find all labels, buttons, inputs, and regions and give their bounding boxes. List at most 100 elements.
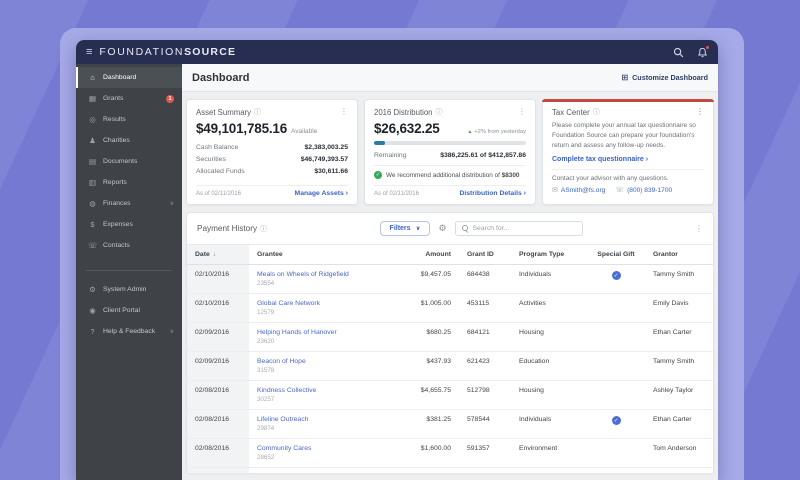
sidebar-item-grants[interactable]: ▦ Grants 1 [76, 88, 182, 109]
sidebar-item-documents[interactable]: ▤ Documents [76, 151, 182, 172]
grantee-link[interactable]: Helping Hands of Hanover [257, 329, 337, 336]
column-header-grantee[interactable]: Grantee [249, 244, 397, 265]
payment-history-table: Date ↓ Grantee Amount Grant ID Program Ty… [187, 244, 713, 473]
asset-row-value: $46,749,393.57 [300, 155, 348, 163]
sidebar-item-dashboard[interactable]: ⌂ Dashboard [76, 67, 182, 88]
sidebar-item-contacts[interactable]: ☏ Contacts [76, 235, 182, 256]
table-row[interactable]: 02/09/2016 Beacon of Hope 31578 $437.93 6… [187, 351, 713, 381]
sidebar: ⌂ Dashboard ▦ Grants 1 ◎ Results ♟ Chari… [76, 64, 182, 480]
asset-row-label: Cash Balance [196, 143, 239, 151]
cell-grant-id: 621423 [459, 351, 511, 381]
cell-program-type: Education [511, 351, 587, 381]
customize-dashboard-label: Customize Dashboard [632, 73, 708, 82]
cell-grant-id: 684121 [459, 322, 511, 352]
sidebar-item-label: Reports [103, 179, 127, 186]
sidebar-item-system-admin[interactable]: ⚙ System Admin [76, 279, 182, 300]
grantee-id: 30257 [257, 396, 275, 403]
search-icon[interactable] [673, 47, 684, 58]
filters-button[interactable]: Filters ∨ [379, 221, 431, 236]
remaining-value: $386,225.61 of $412,857.86 [440, 151, 526, 159]
grantee-link[interactable]: Global Care Network [257, 300, 321, 307]
kebab-menu-icon[interactable]: ⋮ [696, 107, 704, 116]
advisor-email-link[interactable]: ✉ ASmith@fs.org [552, 186, 606, 195]
dashboard-icon: ⌂ [90, 73, 95, 82]
cell-grant-id: 453115 [459, 293, 511, 323]
column-header-grantor[interactable]: Grantor [645, 244, 713, 265]
grantee-link[interactable]: Community Cares [257, 445, 312, 452]
payment-history-title: Payment History [197, 224, 258, 233]
tax-contact-message: Contact your advisor with any questions. [552, 175, 669, 183]
kebab-menu-icon[interactable]: ⋮ [695, 223, 703, 233]
asset-row-value: $2,383,003.25 [304, 143, 348, 151]
info-icon[interactable]: ⓘ [435, 109, 443, 116]
kebab-menu-icon[interactable]: ⋮ [518, 107, 526, 116]
cell-date: 02/08/2016 [187, 409, 249, 439]
table-header-row: Date ↓ Grantee Amount Grant ID Program Ty… [187, 244, 713, 265]
column-header-program-type[interactable]: Program Type [511, 244, 587, 265]
notifications-bell-icon[interactable] [697, 44, 710, 58]
chevron-right-icon: › [523, 190, 526, 197]
sidebar-divider [86, 270, 172, 271]
chevron-down-icon: ∨ [415, 226, 421, 232]
table-row[interactable] [187, 467, 713, 473]
gear-icon: ⚙ [89, 285, 96, 294]
page-header: Dashboard ⊞ Customize Dashboard [182, 64, 718, 92]
sidebar-item-help-feedback[interactable]: ? Help & Feedback ∨ [76, 321, 182, 342]
table-row[interactable]: 02/10/2016 Meals on Wheels of Ridgefield… [187, 264, 713, 294]
asset-total-amount: $49,101,785.16 [196, 121, 288, 136]
sidebar-item-expenses[interactable]: $ Expenses [76, 214, 182, 235]
customize-dashboard-button[interactable]: ⊞ Customize Dashboard [621, 73, 708, 82]
charities-icon: ♟ [89, 136, 96, 145]
grantee-link[interactable]: Lifeline Outreach [257, 416, 309, 423]
info-icon[interactable]: ⓘ [592, 109, 600, 116]
sidebar-item-results[interactable]: ◎ Results [76, 109, 182, 130]
manage-assets-link[interactable]: Manage Assets › [294, 190, 348, 197]
sidebar-item-client-portal[interactable]: ◉ Client Portal [76, 300, 182, 321]
sidebar-item-label: Finances [103, 200, 131, 207]
sidebar-item-label: Help & Feedback [103, 328, 156, 335]
table-search-box[interactable] [454, 221, 583, 236]
chevron-right-icon: › [645, 156, 649, 164]
advisor-phone-link[interactable]: ☏ (800) 839-1700 [615, 186, 673, 195]
sidebar-item-reports[interactable]: ▥ Reports [76, 172, 182, 193]
cell-amount: $437.93 [397, 351, 459, 381]
remaining-label: Remaining [374, 151, 407, 159]
customize-grid-icon: ⊞ [621, 73, 629, 82]
sidebar-item-charities[interactable]: ♟ Charities [76, 130, 182, 151]
table-settings-gear-icon[interactable]: ⚙ [438, 223, 447, 233]
cell-date: 02/09/2016 [187, 351, 249, 381]
table-row[interactable]: 02/08/2016 Kindness Collective 30257 $4,6… [187, 380, 713, 410]
table-row[interactable]: 02/10/2016 Global Care Network 12579 $1,0… [187, 293, 713, 323]
column-header-amount[interactable]: Amount [397, 244, 459, 265]
grantee-link[interactable]: Kindness Collective [257, 387, 317, 394]
search-input[interactable] [472, 225, 576, 232]
sidebar-item-label: Client Portal [103, 307, 141, 314]
kebab-menu-icon[interactable]: ⋮ [340, 107, 348, 116]
column-header-special-gift[interactable]: Special Gift [587, 244, 645, 265]
sidebar-item-label: Grants [103, 95, 124, 102]
menu-collapse-icon[interactable]: ≡ [86, 45, 93, 58]
sidebar-item-finances[interactable]: ◍ Finances ∨ [76, 193, 182, 214]
cell-amount: $4,655.75 [397, 380, 459, 410]
cell-amount: $680.25 [397, 322, 459, 352]
asset-summary-card: Asset Summary ⓘ ⋮ $49,101,785.16 Availab… [186, 99, 358, 205]
info-icon[interactable]: ⓘ [260, 225, 268, 233]
grantee-link[interactable]: Beacon of Hope [257, 358, 306, 365]
complete-tax-questionnaire-link[interactable]: Complete tax questionnaire › [552, 156, 649, 164]
notification-dot [705, 44, 710, 50]
tax-center-card: Tax Center ⓘ ⋮ Please complete your annu… [542, 99, 714, 205]
distribution-details-link[interactable]: Distribution Details › [459, 190, 526, 197]
table-row[interactable]: 02/08/2016 Community Cares 28652 $1,600.0… [187, 438, 713, 468]
column-header-grant-id[interactable]: Grant ID [459, 244, 511, 265]
cell-program-type: Housing [511, 322, 587, 352]
grantee-link[interactable]: Meals on Wheels of Ridgefield [257, 271, 349, 278]
tax-center-message: Please complete your annual tax question… [552, 122, 696, 149]
grantee-id: 12579 [257, 309, 275, 316]
table-row[interactable]: 02/09/2016 Helping Hands of Hanover 23620… [187, 322, 713, 352]
cell-program-type: Environment [511, 438, 587, 468]
table-row[interactable]: 02/08/2016 Lifeline Outreach 29874 $381.2… [187, 409, 713, 439]
recommendation-amount: $8300 [501, 171, 520, 179]
column-header-date[interactable]: Date ↓ [187, 244, 249, 265]
info-icon[interactable]: ⓘ [254, 109, 262, 116]
distribution-progress-fill [374, 141, 385, 145]
